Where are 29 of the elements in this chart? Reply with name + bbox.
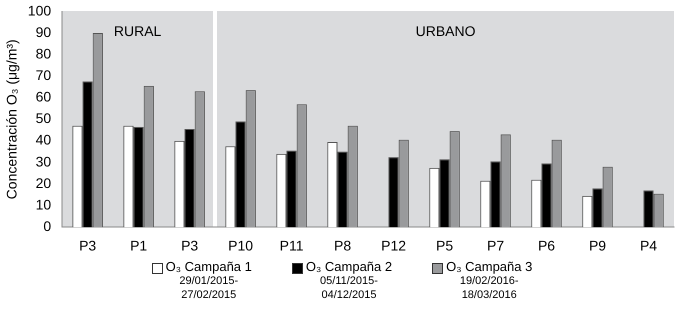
x-tick-label: P3 <box>181 237 198 254</box>
legend-label: O₃ Campaña 2 05/11/2015- 04/12/2015 <box>306 259 392 302</box>
y-tick-label: 60 <box>36 88 52 105</box>
y-tick-label: 40 <box>36 132 52 148</box>
y-axis-title: Concentración O₃ (μg/m³) <box>3 39 20 200</box>
annotation: URBANO <box>414 23 476 40</box>
x-tick-label: P1 <box>130 237 148 254</box>
x-tick-label: P3 <box>79 237 96 254</box>
x-tick-label: P12 <box>381 237 406 254</box>
x-tick-label: P10 <box>228 237 254 254</box>
x-tick-label: P11 <box>280 237 304 254</box>
y-tick-label: 50 <box>36 110 52 126</box>
y-tick-label: 0 <box>43 218 52 234</box>
y-tick-label: 100 <box>28 2 52 18</box>
y-tick-label: 20 <box>36 174 52 191</box>
x-tick-label: P6 <box>538 237 556 254</box>
x-tick-label: P9 <box>588 237 606 254</box>
x-tick-label: P4 <box>640 237 658 254</box>
legend-label: O₃ Campaña 3 19/02/2016- 18/03/2016 <box>446 259 532 302</box>
annotation: RURAL <box>112 23 162 40</box>
x-tick-label: P8 <box>334 237 352 254</box>
y-tick-label: 30 <box>36 153 52 170</box>
y-tick-label: 80 <box>36 45 52 62</box>
x-tick-label: P7 <box>486 237 504 254</box>
legend-label: O₃ Campaña 1 29/01/2015- 27/02/2015 <box>166 259 252 302</box>
y-tick-label: 10 <box>36 196 52 212</box>
y-tick-label: 90 <box>36 24 52 40</box>
y-tick-label: 70 <box>36 67 52 83</box>
x-tick-label: P5 <box>436 237 454 254</box>
